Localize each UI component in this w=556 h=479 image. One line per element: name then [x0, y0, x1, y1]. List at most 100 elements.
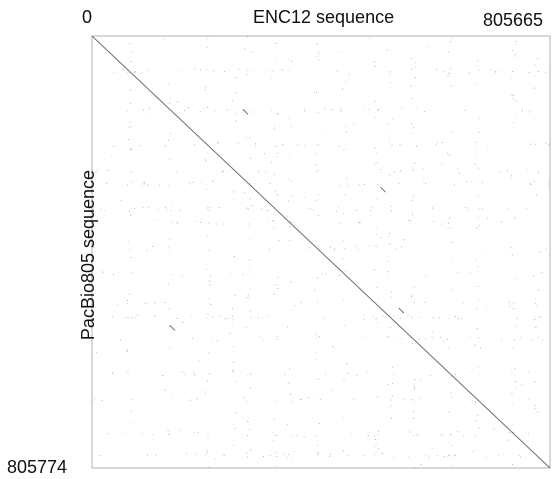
repeat-dot: [142, 182, 144, 183]
repeat-dot: [273, 202, 275, 203]
repeat-dot: [230, 273, 232, 275]
repeat-dot: [281, 69, 283, 71]
repeat-dot: [346, 177, 348, 179]
repeat-dot: [457, 431, 458, 433]
repeat-dot: [350, 273, 352, 275]
repeat-dot: [450, 376, 452, 378]
repeat-dot: [345, 131, 347, 133]
repeat-dot: [411, 199, 413, 201]
repeat-dot: [336, 210, 337, 212]
repeat-dot: [286, 457, 288, 459]
repeat-dot: [134, 317, 136, 319]
repeat-dot: [480, 347, 482, 349]
repeat-dot: [409, 431, 411, 433]
repeat-dot: [169, 158, 171, 160]
repeat-dot: [130, 171, 132, 173]
repeat-dot: [501, 221, 503, 223]
repeat-dot: [425, 183, 427, 184]
repeat-dot: [282, 144, 284, 146]
repeat-dot: [407, 456, 409, 458]
repeat-dot: [389, 140, 391, 142]
repeat-dot: [261, 208, 263, 210]
repeat-dot: [481, 208, 483, 210]
repeat-dot: [317, 144, 319, 146]
repeat-dot: [528, 371, 530, 373]
repeat-dot: [235, 92, 237, 94]
repeat-dot: [318, 453, 320, 455]
repeat-dot: [512, 403, 514, 405]
repeat-dot: [380, 169, 382, 170]
repeat-dot: [101, 399, 103, 401]
repeat-dot: [410, 399, 412, 401]
repeat-dot: [410, 295, 412, 297]
repeat-dot: [312, 209, 314, 211]
repeat-dot: [485, 305, 487, 307]
repeat-dot: [516, 317, 518, 319]
repeat-dot: [274, 125, 276, 127]
repeat-dot: [539, 251, 541, 253]
repeat-dot: [497, 70, 499, 72]
repeat-dot: [168, 326, 170, 327]
repeat-dot: [304, 110, 306, 112]
repeat-dot: [342, 213, 344, 214]
repeat-dot: [389, 73, 391, 75]
repeat-dot: [249, 259, 251, 261]
repeat-dot: [235, 120, 237, 122]
repeat-dot: [317, 277, 319, 279]
repeat-dot: [526, 208, 528, 209]
repeat-dot: [246, 74, 247, 76]
repeat-dot: [291, 60, 293, 62]
repeat-dot: [275, 43, 277, 44]
repeat-dot: [329, 455, 331, 457]
repeat-dot: [316, 303, 318, 305]
repeat-dot: [538, 171, 539, 173]
repeat-dot: [484, 252, 486, 254]
repeat-dot: [514, 56, 516, 58]
repeat-dot: [340, 51, 342, 52]
repeat-dot: [176, 318, 178, 319]
repeat-dot: [398, 183, 400, 185]
repeat-dot: [374, 269, 376, 271]
repeat-dot: [299, 399, 301, 401]
repeat-dot: [273, 227, 275, 229]
repeat-dot: [478, 337, 479, 339]
repeat-dot: [308, 223, 310, 225]
repeat-dot: [511, 254, 513, 256]
repeat-dot: [519, 336, 521, 338]
repeat-dot: [476, 84, 478, 85]
repeat-dot: [512, 98, 514, 100]
repeat-dot: [193, 431, 195, 433]
repeat-dot: [296, 434, 298, 436]
repeat-dot: [475, 65, 477, 67]
repeat-dot: [447, 223, 449, 225]
repeat-dot: [129, 422, 131, 424]
repeat-dot: [376, 286, 378, 288]
repeat-dot: [374, 100, 376, 102]
repeat-dot: [167, 430, 169, 432]
repeat-dot: [412, 196, 414, 198]
repeat-dot: [287, 424, 289, 425]
repeat-dot: [338, 274, 340, 276]
repeat-dot: [276, 156, 278, 158]
repeat-dot: [208, 373, 210, 375]
repeat-dot: [126, 351, 128, 353]
repeat-segment: [242, 109, 249, 115]
repeat-dot: [288, 240, 290, 241]
repeat-dot: [390, 206, 392, 207]
repeat-dot: [474, 344, 476, 346]
repeat-dot: [272, 431, 274, 433]
repeat-dot: [350, 433, 352, 435]
repeat-dot: [249, 239, 251, 241]
repeat-dot: [169, 308, 170, 310]
repeat-dot: [389, 82, 391, 84]
repeat-dot: [447, 73, 449, 75]
repeat-dot: [120, 199, 122, 201]
repeat-dot: [238, 68, 240, 70]
repeat-dot: [341, 88, 343, 90]
repeat-dot: [168, 83, 170, 85]
repeat-dot: [377, 322, 379, 324]
repeat-dot: [449, 441, 450, 443]
repeat-dot: [188, 181, 190, 183]
repeat-dot: [400, 170, 402, 172]
repeat-dot: [327, 180, 329, 182]
